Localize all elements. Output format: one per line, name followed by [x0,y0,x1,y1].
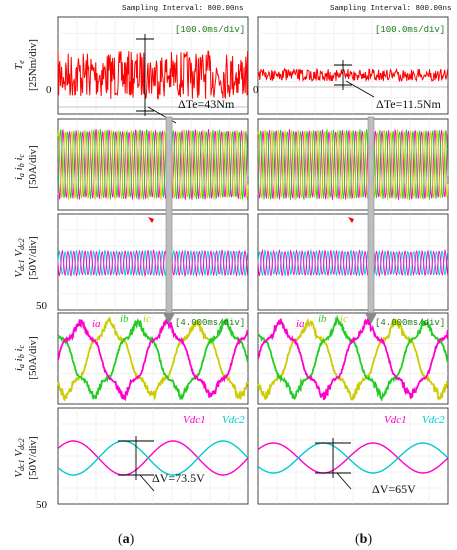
current-trace-ic-b [257,129,449,200]
ylabel-currents: ia ib ic [50A/div] [13,145,39,188]
sampling-interval-b: Sampling Interval: 800.00ns [330,5,452,13]
legend-b-vdc2: Vdc2 [422,414,445,426]
legend-a-vdc2: Vdc2 [222,414,245,426]
zoom-window-bar-b [367,116,375,314]
legend-b-vdc1: Vdc1 [384,414,407,426]
sampling-interval-a: Sampling Interval: 800.00ns [122,5,244,13]
scale-b-zoom: [4.000ms/div] [375,318,445,328]
tick-a-voltage-zoom-50: 50 [36,499,48,511]
zoom-voltage-trace-vdc2-a [57,440,249,476]
current-trace-ib-b [257,129,449,201]
current-trace-ib-a [57,128,249,200]
legend-a-ib: ib [120,313,129,325]
ylabel-voltages-zoom: Vdc1 Vdc2 [50V/div] [13,436,39,479]
annotation-a-torque: ΔTe=43Nm [178,97,235,111]
ylabel-currents-zoom-var: ia ib ic [13,344,26,371]
voltage-trace-vdc2-a [57,249,249,277]
current-trace-ic-a [57,129,249,201]
torque-ripple-leader-b [345,80,375,98]
caption-a: (a) [118,532,135,547]
ylabel-torque-var: Te [13,60,26,70]
tick-b-torque-zero: 0 [253,84,259,96]
ripple-leader-a [139,474,155,492]
caption-b-letter: b [360,532,368,547]
zoom-window-arrow-a [163,313,175,324]
zoom-current-trace-ic-a [57,315,249,402]
legend-a-vdc1: Vdc1 [183,414,206,426]
zoom-window-arrow-b [365,313,377,324]
zoom-current-trace-ia-a [57,317,249,402]
panel-b-torque-grid [258,17,448,114]
voltage-trace-vdc1-a [57,248,249,278]
legend-b-ia: ia [296,318,305,330]
panel-a-voltages_zoom-grid [58,408,248,504]
annotation-b-voltage: ΔV=65V [372,482,416,496]
ylabel-voltages-zoom-unit: [50V/div] [27,436,39,479]
caption-b: (b) [355,532,372,547]
ylabel-currents-unit: [50A/div] [27,145,39,188]
ylabel-currents-var: ia ib ic [13,153,26,180]
zoom-voltage-trace-vdc2-b [257,442,449,474]
trigger-marker-a [148,217,154,223]
ripple-leader-b [336,472,352,490]
zoom-current-trace-ic-b [257,317,449,401]
caption-a-letter: a [123,532,130,547]
overlays [118,34,377,492]
ylabel-voltages: Vdc1 Vdc2 [50V/div] [13,236,39,279]
scale-a-zoom: [4.000ms/div] [175,318,245,328]
panel-a-torque-grid [58,17,248,114]
panels [57,16,449,505]
ylabel-voltages-var: Vdc1 Vdc2 [13,238,26,277]
legend-a-ic: ic [143,313,151,325]
tick-a-voltage-50: 50 [36,300,48,312]
zoom-window-bar-a [165,116,173,314]
annotation-b-torque: ΔTe=11.5Nm [376,97,442,111]
legend-a-ia: ia [92,318,101,330]
zoom-voltage-trace-vdc1-a [57,440,249,476]
zoom-voltage-trace-vdc1-b [257,442,449,474]
ylabel-torque: Te [25Nm/div] [13,39,39,91]
tick-a-torque-zero: 0 [46,84,52,96]
scale-a-top: [100.0ms/div] [175,25,245,35]
annotation-a-voltage: ΔV=73.5V [152,471,205,485]
ylabel-voltages-zoom-var: Vdc1 Vdc2 [13,438,26,477]
trigger-marker-b [348,217,354,223]
torque-trace-a [57,50,249,100]
torque-trace-b [257,67,449,83]
legend-b-ic: ic [340,313,348,325]
ylabel-voltages-unit: [50V/div] [27,236,39,279]
legend-b-ib: ib [318,313,327,325]
voltage-trace-vdc1-b [257,248,449,278]
scale-b-top: [100.0ms/div] [375,25,445,35]
ylabel-currents-zoom-unit: [50A/div] [27,336,39,379]
ylabel-torque-unit: [25Nm/div] [27,39,39,91]
ylabel-currents-zoom: ia ib ic [50A/div] [13,336,39,379]
zoom-current-trace-ia-b [257,317,449,400]
